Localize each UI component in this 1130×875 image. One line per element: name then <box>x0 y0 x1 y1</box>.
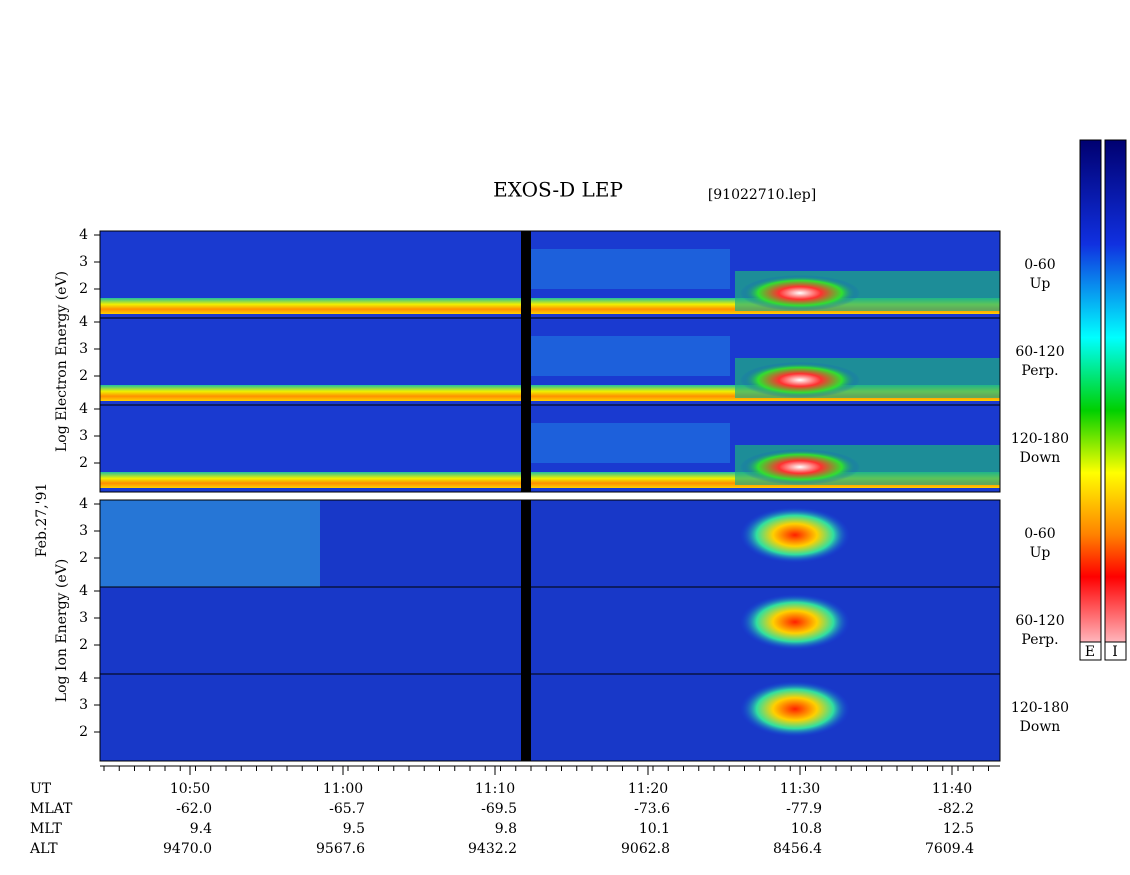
colorbar-label: E <box>1085 644 1095 660</box>
group-label: Log Electron Energy (eV) <box>54 271 70 452</box>
row-name: MLT <box>30 821 62 837</box>
row-value: 10.8 <box>791 821 822 837</box>
y-tick-label: 3 <box>79 341 88 357</box>
data-gap <box>521 587 531 674</box>
row-value: 7609.4 <box>925 841 974 857</box>
y-tick-label: 4 <box>79 401 88 417</box>
panel-frame <box>99 404 1001 493</box>
row-value: 9.5 <box>343 821 365 837</box>
colorbar <box>1104 139 1127 661</box>
row-value: 9062.8 <box>621 841 670 857</box>
y-tick-label: 3 <box>79 428 88 444</box>
y-tick-label: 4 <box>79 314 88 330</box>
y-tick-label: 2 <box>79 724 88 740</box>
title: EXOS-D LEP <box>493 178 623 202</box>
x-tick-label: 10:50 <box>170 781 210 797</box>
spectrogram <box>100 674 1000 761</box>
panel-range: 0-60 <box>1024 526 1055 542</box>
panel-range: 120-180 <box>1011 431 1069 447</box>
y-tick-label: 4 <box>79 583 88 599</box>
spectrogram-band <box>530 249 730 289</box>
row-value: -62.0 <box>176 801 212 817</box>
panel-range: 60-120 <box>1015 613 1064 629</box>
y-tick-label: 2 <box>79 368 88 384</box>
colorbar <box>1079 139 1102 661</box>
y-tick-label: 4 <box>79 227 88 243</box>
panel-direction: Perp. <box>1021 363 1058 379</box>
spectrogram-blob <box>740 275 860 311</box>
spectrogram-blob <box>740 362 860 398</box>
panel-direction: Down <box>1020 719 1061 735</box>
group-label: Log Ion Energy (eV) <box>54 559 70 702</box>
spectrogram-band <box>100 500 320 587</box>
row-value: 9.4 <box>190 821 212 837</box>
y-tick-label: 3 <box>79 697 88 713</box>
data-gap <box>521 674 531 761</box>
y-tick-label: 2 <box>79 637 88 653</box>
panel-range: 120-180 <box>1011 700 1069 716</box>
row-value: 8456.4 <box>773 841 822 857</box>
spectrogram-band <box>530 423 730 463</box>
x-tick-label: 11:40 <box>932 781 972 797</box>
x-tick-label: 11:00 <box>323 781 363 797</box>
panel-direction: Perp. <box>1021 632 1058 648</box>
y-tick-label: 4 <box>79 670 88 686</box>
row-value: 9567.6 <box>316 841 365 857</box>
row-value: -69.5 <box>481 801 517 817</box>
panel-direction: Up <box>1030 545 1051 561</box>
panel-range: 60-120 <box>1015 344 1064 360</box>
spectrogram <box>100 587 1000 674</box>
x-tick-label: 11:10 <box>475 781 515 797</box>
panel-direction: Down <box>1020 450 1061 466</box>
colorbar-label-box <box>1079 641 1102 661</box>
panel-direction: Up <box>1030 276 1051 292</box>
colorbar-label: I <box>1112 644 1118 660</box>
spectrogram-band <box>530 336 730 376</box>
spectrogram-blob <box>740 507 850 563</box>
y-tick-label: 3 <box>79 610 88 626</box>
row-value: 9432.2 <box>468 841 517 857</box>
data-gap <box>521 405 531 492</box>
data-gap <box>521 231 531 318</box>
panel-frame <box>99 673 1001 762</box>
row-name: MLAT <box>30 801 73 817</box>
row-value: 10.1 <box>639 821 670 837</box>
y-tick-label: 2 <box>79 281 88 297</box>
row-name: UT <box>30 781 52 797</box>
x-tick-label: 11:20 <box>628 781 668 797</box>
y-tick-label: 4 <box>79 496 88 512</box>
y-tick-label: 2 <box>79 455 88 471</box>
data-gap <box>521 500 531 587</box>
spectrogram-blob <box>740 594 850 650</box>
row-value: 9.8 <box>495 821 517 837</box>
data-gap <box>521 318 531 405</box>
spectrogram-blob <box>740 449 860 485</box>
spectrogram-blob <box>740 681 850 737</box>
row-value: -82.2 <box>938 801 974 817</box>
row-value: -73.6 <box>634 801 670 817</box>
panel-range: 0-60 <box>1024 257 1055 273</box>
colorbar-label-box <box>1104 641 1127 661</box>
date-label: Feb.27,'91 <box>34 483 50 558</box>
y-tick-label: 3 <box>79 523 88 539</box>
x-tick-label: 11:30 <box>780 781 820 797</box>
row-value: -77.9 <box>786 801 822 817</box>
row-name: ALT <box>29 841 58 857</box>
row-value: 9470.0 <box>163 841 212 857</box>
row-value: -65.7 <box>329 801 365 817</box>
y-tick-label: 3 <box>79 254 88 270</box>
file-name: [91022710.lep] <box>708 187 816 203</box>
y-tick-label: 2 <box>79 550 88 566</box>
row-value: 12.5 <box>943 821 974 837</box>
